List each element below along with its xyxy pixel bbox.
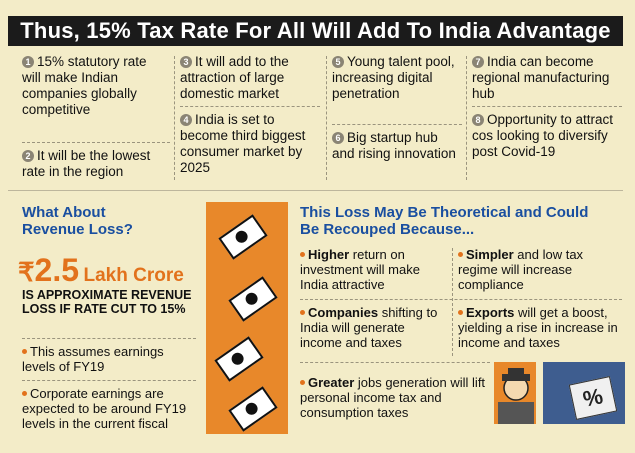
divider <box>22 142 170 143</box>
revenue-bullet-2: Corporate earnings are expected to be ar… <box>22 386 200 431</box>
item-text: will get a boost, yielding a rise in inc… <box>458 305 618 350</box>
point-text: It will add to the attraction of large d… <box>180 54 289 101</box>
rupee-symbol: ₹ <box>18 257 35 287</box>
point-8: 8 Opportunity to attract cos looking to d… <box>472 112 622 160</box>
divider <box>466 56 467 180</box>
bullet-text: This assumes earnings levels of FY19 <box>22 344 164 374</box>
recoup-item-4: Exports will get a boost, yielding a ris… <box>458 305 623 350</box>
bullet-dot <box>458 310 463 315</box>
item-text: jobs generation will lift personal incom… <box>300 375 486 420</box>
item-bold: Exports <box>466 305 515 320</box>
number-badge: 8 <box>472 114 484 126</box>
recoup-item-5: Greater jobs generation will lift person… <box>300 375 490 420</box>
revenue-bullet-1: This assumes earnings levels of FY19 <box>22 344 200 374</box>
number-badge: 3 <box>180 56 192 68</box>
banknote-icon <box>228 386 278 432</box>
bullet-dot <box>22 349 27 354</box>
divider <box>326 56 327 180</box>
recoup-heading: This Loss May Be Theoretical and Could B… <box>300 204 589 238</box>
bullet-text: Corporate earnings are expected to be ar… <box>22 386 187 431</box>
point-7: 7 India can become regional manufacturing… <box>472 54 622 102</box>
banknote-icon <box>218 214 268 260</box>
number-badge: 2 <box>22 150 34 162</box>
divider <box>22 338 196 339</box>
divider <box>472 106 622 107</box>
point-text: India can become regional manufacturing … <box>472 54 610 101</box>
bullet-dot <box>300 310 305 315</box>
point-text: 15% statutory rate will make Indian comp… <box>22 54 147 117</box>
point-text: India is set to become third biggest con… <box>180 112 306 175</box>
revenue-description: IS APPROXIMATE REVENUE LOSS IF RATE CUT … <box>22 288 192 316</box>
point-2: 2 It will be the lowest rate in the regio… <box>22 148 172 180</box>
recoup-item-1: Higher return on investment will make In… <box>300 247 450 292</box>
number-badge: 7 <box>472 56 484 68</box>
number-badge: 4 <box>180 114 192 126</box>
item-text: and low tax regime will increase complia… <box>458 247 584 292</box>
divider <box>22 380 196 381</box>
point-text: Opportunity to attract cos looking to di… <box>472 112 614 159</box>
divider <box>174 56 175 180</box>
point-6: 6 Big startup hub and rising innovation <box>332 130 464 162</box>
point-text: It will be the lowest rate in the region <box>22 148 151 179</box>
item-text: return on investment will make India att… <box>300 247 420 292</box>
point-4: 4 India is set to become third biggest co… <box>180 112 320 176</box>
point-1: 1 15% statutory rate will make Indian com… <box>22 54 162 118</box>
page-title: Thus, 15% Tax Rate For All Will Add To I… <box>8 16 623 46</box>
money-notes-illustration <box>206 202 288 434</box>
divider <box>180 106 320 107</box>
bullet-dot <box>458 252 463 257</box>
number-badge: 5 <box>332 56 344 68</box>
point-text: Young talent pool, increasing digital pe… <box>332 54 455 101</box>
amount-unit: Lakh Crore <box>83 265 184 286</box>
worker-illustration <box>494 362 536 424</box>
point-3: 3 It will add to the attraction of large … <box>180 54 320 102</box>
item-bold: Simpler <box>466 247 514 262</box>
item-text: shifting to India will generate income a… <box>300 305 438 350</box>
divider <box>332 124 462 125</box>
revenue-heading: What About Revenue Loss? <box>22 204 133 238</box>
divider <box>452 248 453 356</box>
item-bold: Companies <box>308 305 379 320</box>
amount-value: 2.5 <box>34 252 80 288</box>
revenue-amount: ₹2.5 Lakh Crore <box>18 252 184 289</box>
divider <box>300 362 490 363</box>
section-divider <box>8 190 623 191</box>
banknote-icon <box>214 336 264 382</box>
item-bold: Higher <box>308 247 350 262</box>
number-badge: 6 <box>332 132 344 144</box>
bullet-dot <box>300 252 305 257</box>
worker-icon <box>498 368 534 424</box>
divider <box>300 299 622 300</box>
bullet-dot <box>300 380 305 385</box>
bullet-dot <box>22 391 27 396</box>
point-text: Big startup hub and rising innovation <box>332 130 456 161</box>
recoup-item-2: Simpler and low tax regime will increase… <box>458 247 623 292</box>
number-badge: 1 <box>22 56 34 68</box>
item-bold: Greater <box>308 375 355 390</box>
point-5: 5 Young talent pool, increasing digital p… <box>332 54 464 102</box>
banknote-icon <box>228 276 278 322</box>
recoup-item-3: Companies shifting to India will generat… <box>300 305 450 350</box>
